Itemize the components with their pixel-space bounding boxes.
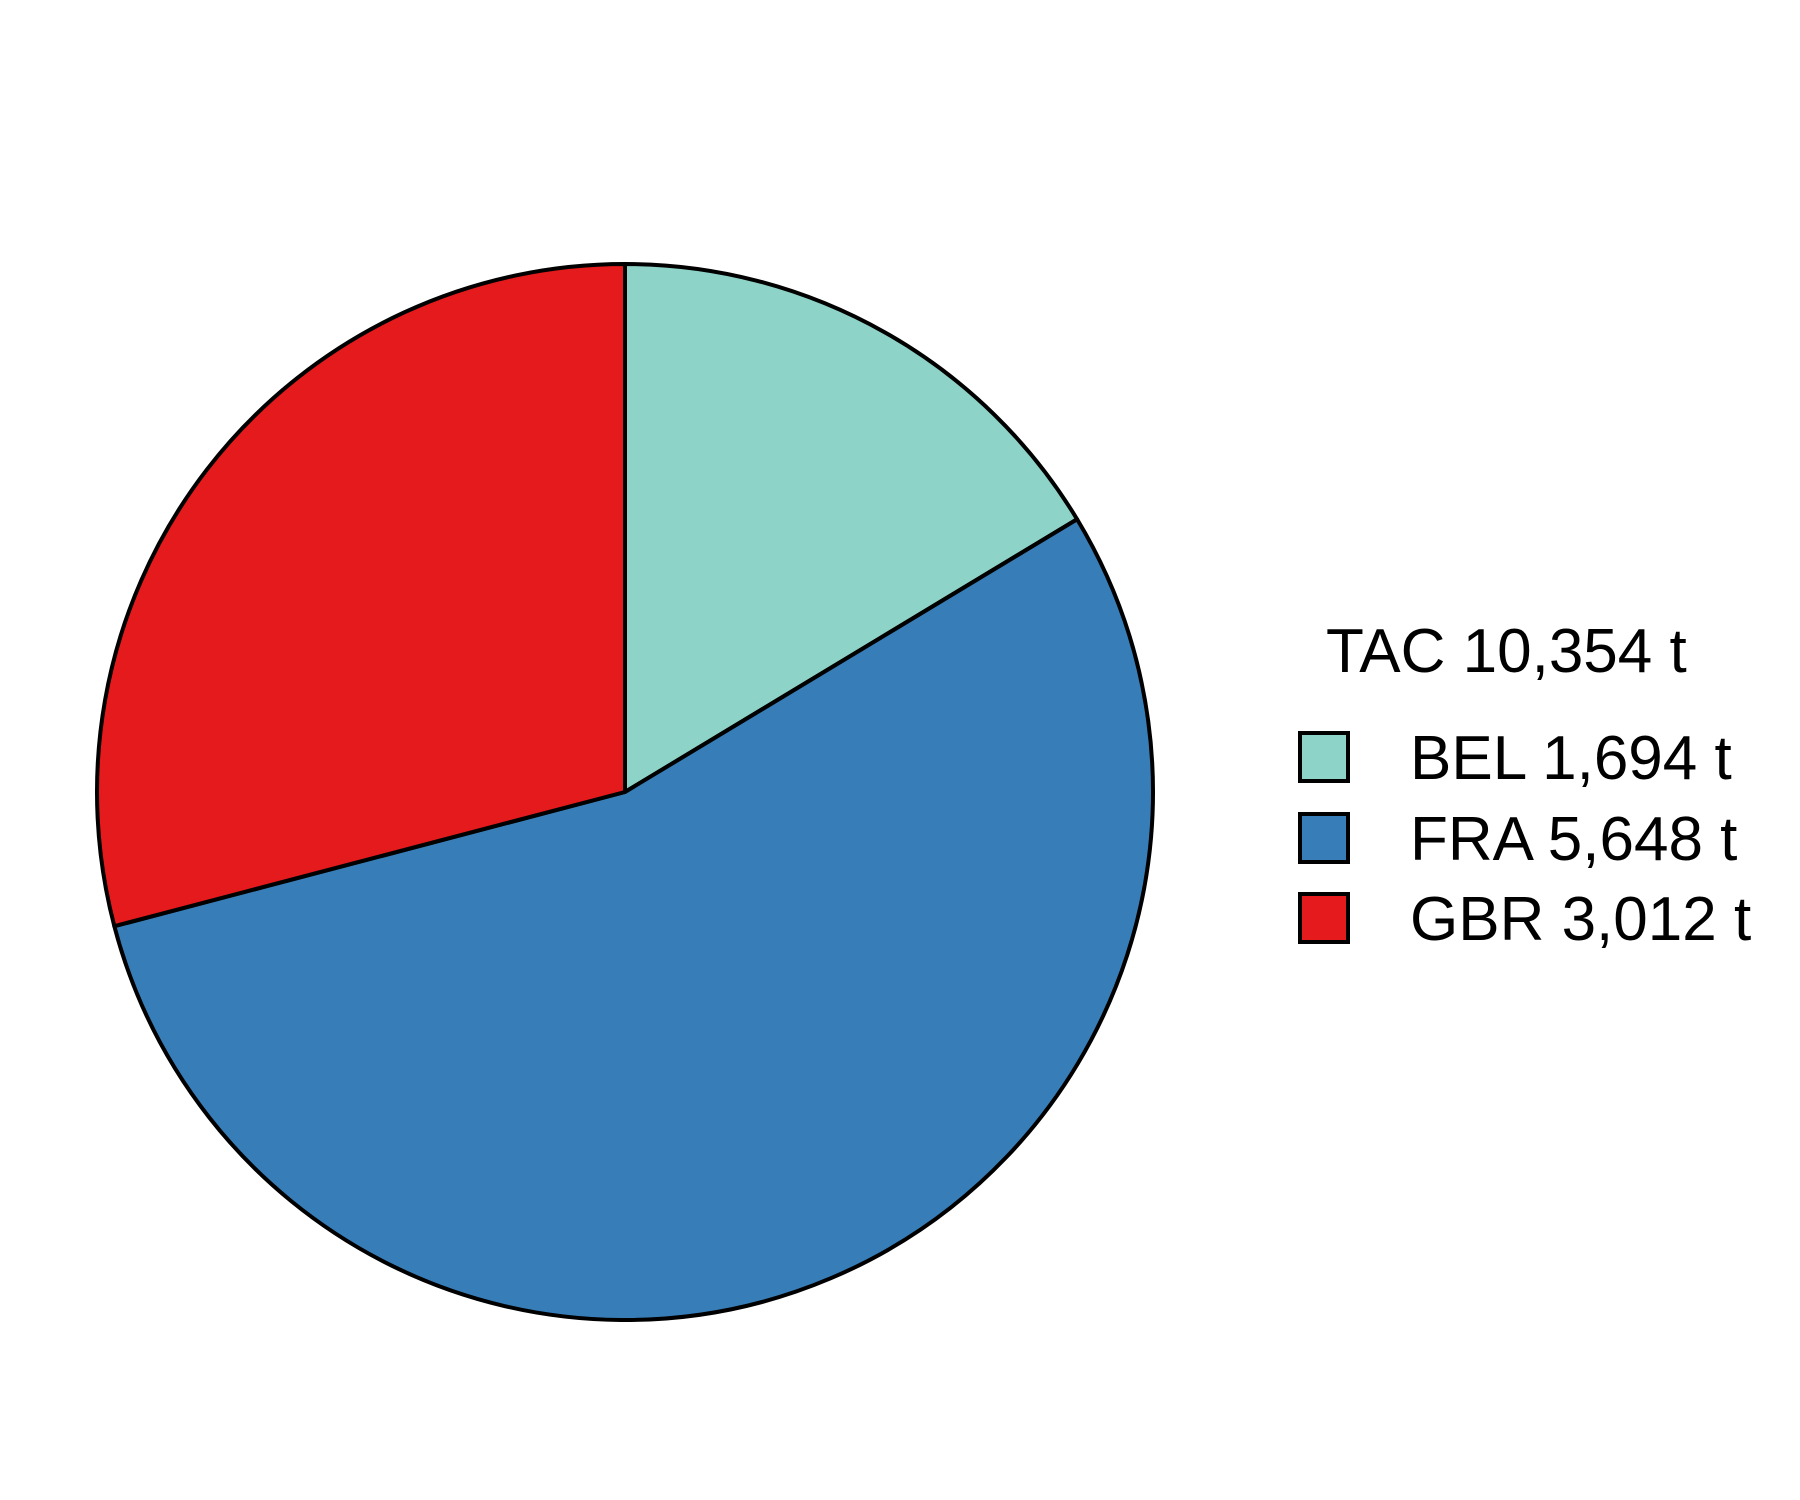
legend-label-bel: BEL 1,694 t [1410,724,1732,793]
legend-title: TAC 10,354 t [1326,617,1687,686]
pie-slice-gbr [95,262,627,929]
legend-label-fra: FRA 5,648 t [1410,805,1737,874]
legend-items: BEL 1,694 t FRA 5,648 t GBR 3,012 t [1298,724,1751,954]
legend-label-gbr: GBR 3,012 t [1410,885,1751,954]
legend-swatch-gbr [1298,892,1350,944]
legend: TAC 10,354 t BEL 1,694 t FRA 5,648 t GBR 3… [1298,617,1751,954]
pie-slice-fra [112,517,1156,1322]
pie-slices [95,262,1156,1322]
legend-swatch-fra [1298,812,1350,864]
pie-slice-bel [623,262,1080,794]
legend-swatch-bel [1298,731,1350,783]
